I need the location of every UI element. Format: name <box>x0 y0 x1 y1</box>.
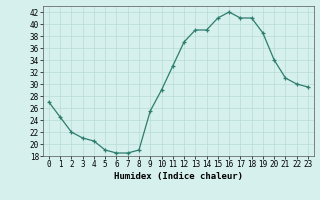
X-axis label: Humidex (Indice chaleur): Humidex (Indice chaleur) <box>114 172 243 181</box>
